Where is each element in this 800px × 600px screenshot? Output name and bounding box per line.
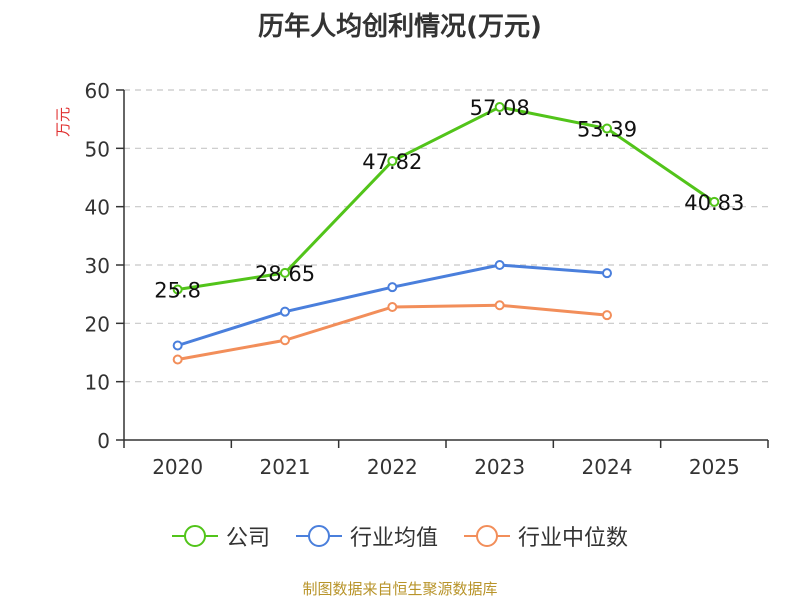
- series-0-point-2024: [602, 123, 612, 134]
- y-tick-label-10: 10: [85, 371, 110, 395]
- series-2-point-2022: [387, 302, 398, 312]
- series-2-point-2021: [280, 335, 290, 346]
- series-1-point-2022: [387, 282, 398, 293]
- series-1-point-2024: [602, 268, 612, 279]
- x-tick-label-2025: 2025: [689, 455, 740, 479]
- legend-label-company: 公司: [225, 526, 270, 551]
- data-label-2020: 25.8: [154, 279, 201, 303]
- series-line-2: [177, 303, 608, 361]
- series-1-point-2020: [172, 340, 183, 351]
- y-tick-label-30: 30: [85, 254, 110, 278]
- legend-label-industry-median: 行业中位数: [518, 526, 629, 551]
- y-tick-label-20: 20: [85, 312, 110, 336]
- data-label-2025: 40.83: [684, 191, 744, 215]
- data-label-2024: 53.39: [577, 118, 637, 142]
- x-tick-label-2021: 2021: [260, 455, 311, 479]
- series-2-point-2020: [172, 354, 183, 365]
- y-tick-label-40: 40: [85, 196, 110, 220]
- legend-industry-mean-marker-icon: [295, 524, 342, 548]
- y-tick-label-0: 0: [97, 429, 110, 453]
- series-2-point-2024: [602, 310, 612, 321]
- series-0-point-2023: [494, 102, 505, 113]
- legend-industry-median-marker-icon: [464, 524, 510, 548]
- legend-label-industry-mean: 行业均值: [349, 526, 438, 551]
- series-0-point-2020: [172, 284, 183, 295]
- y-axis-label: 万元: [54, 107, 72, 137]
- series-line-0: [177, 105, 716, 291]
- x-tick-label-2023: 2023: [474, 455, 525, 479]
- series-0-point-2022: [387, 156, 398, 167]
- data-label-2022: 47.82: [362, 150, 422, 174]
- legend-item-industry-median[interactable]: 行业中位数: [464, 520, 628, 552]
- data-source-note: 制图数据来自恒生聚源数据库: [302, 580, 498, 598]
- y-tick-label-60: 60: [85, 79, 110, 103]
- chart-title: 历年人均创利情况(万元): [258, 12, 542, 42]
- legend-company-marker-icon: [171, 524, 218, 548]
- x-tick-label-2022: 2022: [367, 455, 418, 479]
- series-2-point-2023: [494, 300, 505, 311]
- data-label-2021: 28.65: [255, 262, 315, 286]
- x-tick-label-2024: 2024: [582, 455, 633, 479]
- series-0-point-2021: [280, 267, 290, 278]
- x-tick-label-2020: 2020: [152, 455, 203, 479]
- series-1-point-2021: [280, 306, 290, 317]
- y-tick-label-50: 50: [85, 137, 110, 161]
- data-label-2023: 57.08: [470, 96, 530, 120]
- series-0-point-2025: [709, 196, 720, 207]
- legend-item-industry-mean[interactable]: 行业均值: [295, 520, 438, 552]
- legend-item-company[interactable]: 公司: [171, 520, 270, 552]
- series-1-point-2023: [494, 260, 505, 270]
- legend: 公司 行业均值 行业中位数: [0, 520, 800, 552]
